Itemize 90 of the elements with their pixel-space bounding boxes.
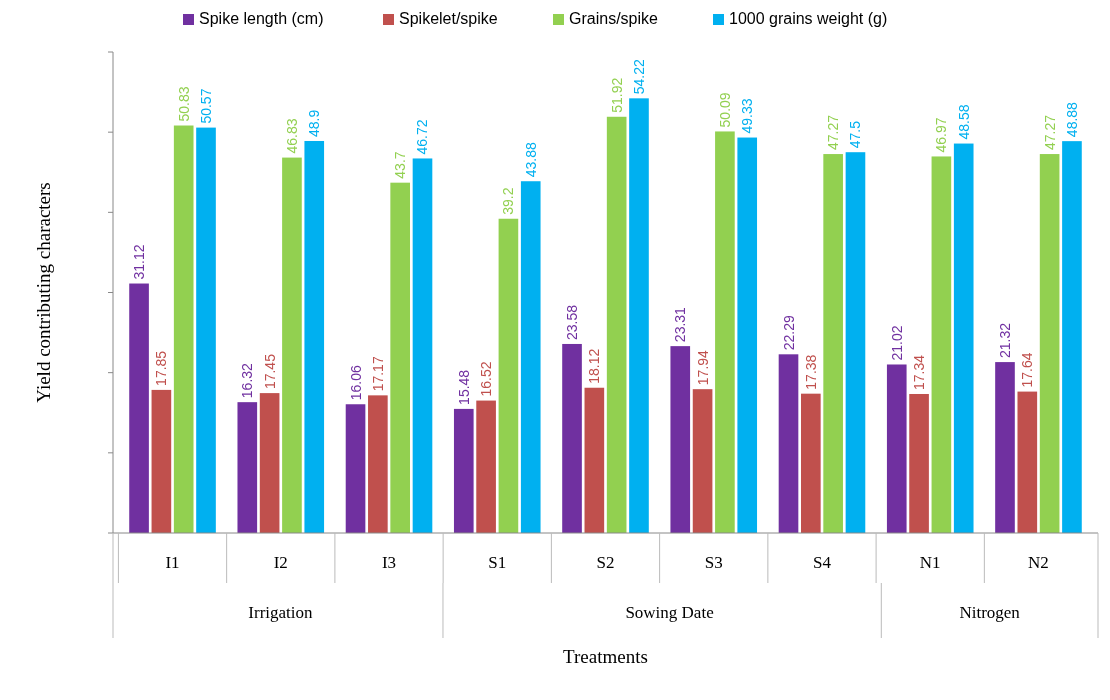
bar xyxy=(931,156,952,533)
x-tick-label: I2 xyxy=(273,553,288,572)
legend-label: Spikelet/spike xyxy=(399,10,498,27)
x-tick-label: S4 xyxy=(813,553,832,572)
bar xyxy=(173,125,194,533)
data-label: 48.9 xyxy=(306,109,323,137)
text: Irrigation xyxy=(248,603,314,622)
data-label: 49.33 xyxy=(739,98,756,134)
bar xyxy=(151,389,172,533)
bar xyxy=(282,157,302,533)
data-label: 21.32 xyxy=(996,322,1013,359)
x-tick-label: S3 xyxy=(704,553,723,572)
data-label: 51.92 xyxy=(608,77,625,113)
data-label: 47.27 xyxy=(1041,114,1058,151)
bar xyxy=(129,283,149,533)
y-axis-title: Yield contributing characters xyxy=(33,182,54,403)
bar xyxy=(778,354,799,533)
bar xyxy=(584,387,605,533)
data-label: 21.02 xyxy=(888,325,905,361)
bar xyxy=(953,143,974,533)
bar xyxy=(345,404,366,533)
bar xyxy=(629,98,649,533)
bar xyxy=(845,152,866,533)
data-label: 47.5 xyxy=(847,120,864,149)
bar xyxy=(823,154,843,533)
bar xyxy=(909,393,929,533)
data-label: 23.31 xyxy=(672,306,689,343)
x-tick-label: I3 xyxy=(381,553,397,572)
data-label: 47.27 xyxy=(825,114,842,151)
data-label: 16.06 xyxy=(347,365,364,401)
data-label: 31.12 xyxy=(131,244,148,280)
bar xyxy=(476,400,496,533)
bar xyxy=(801,393,821,533)
bar xyxy=(412,158,433,533)
data-label: 16.52 xyxy=(478,361,495,397)
bar xyxy=(1039,154,1060,533)
data-label: 50.57 xyxy=(198,88,215,124)
x-tick-label: N1 xyxy=(919,553,941,572)
data-label: 18.12 xyxy=(586,348,603,384)
x-tick-label: S2 xyxy=(596,553,615,572)
bar xyxy=(995,362,1015,533)
legend-label: Grains/spike xyxy=(569,10,659,27)
data-label: 43.88 xyxy=(522,141,539,178)
data-label: 17.34 xyxy=(911,354,928,390)
data-label: 17.17 xyxy=(369,356,386,392)
x-axis-title: Treatments xyxy=(563,646,648,667)
data-label: 50.09 xyxy=(716,92,733,128)
data-label: 48.88 xyxy=(1063,101,1080,138)
bar xyxy=(304,140,325,533)
data-label: 17.45 xyxy=(261,353,278,390)
data-label: 16.32 xyxy=(239,362,256,399)
bar xyxy=(498,218,519,533)
bar xyxy=(390,182,410,533)
text: Nitrogen xyxy=(959,603,1021,622)
data-label: 17.38 xyxy=(802,354,819,390)
bar xyxy=(1062,141,1082,533)
data-label: 15.48 xyxy=(455,369,472,405)
data-label: 39.2 xyxy=(500,187,517,215)
x-tick-label: S1 xyxy=(488,553,507,572)
bar xyxy=(715,131,735,533)
data-label: 22.29 xyxy=(780,315,797,351)
bar xyxy=(692,389,713,533)
data-label: 23.58 xyxy=(564,304,581,340)
bar xyxy=(237,402,258,533)
data-label: 43.7 xyxy=(392,151,409,179)
legend-label: Spike length (cm) xyxy=(199,10,324,27)
data-label: 54.22 xyxy=(630,59,647,95)
text: Sowing Date xyxy=(625,603,714,622)
bar xyxy=(259,393,280,533)
x-tick-label: I1 xyxy=(165,553,180,572)
data-label: 48.58 xyxy=(955,104,972,140)
bar xyxy=(453,408,474,533)
bar xyxy=(886,364,907,533)
data-label: 50.83 xyxy=(175,86,192,122)
bar xyxy=(606,116,627,533)
bar xyxy=(520,181,541,533)
bar xyxy=(670,346,691,533)
bar xyxy=(1017,391,1038,533)
x-tick-label: N2 xyxy=(1028,553,1049,572)
data-label: 17.94 xyxy=(694,349,711,386)
data-label: 17.85 xyxy=(153,350,170,386)
legend-label: 1000 grains weight (g) xyxy=(729,10,888,27)
bar xyxy=(737,137,758,533)
bar xyxy=(368,395,388,533)
data-label: 46.83 xyxy=(283,118,300,154)
data-label: 46.72 xyxy=(414,119,431,155)
data-label: 46.97 xyxy=(933,117,950,153)
bar xyxy=(562,343,582,533)
bar xyxy=(196,127,216,533)
data-label: 17.64 xyxy=(1019,352,1036,388)
